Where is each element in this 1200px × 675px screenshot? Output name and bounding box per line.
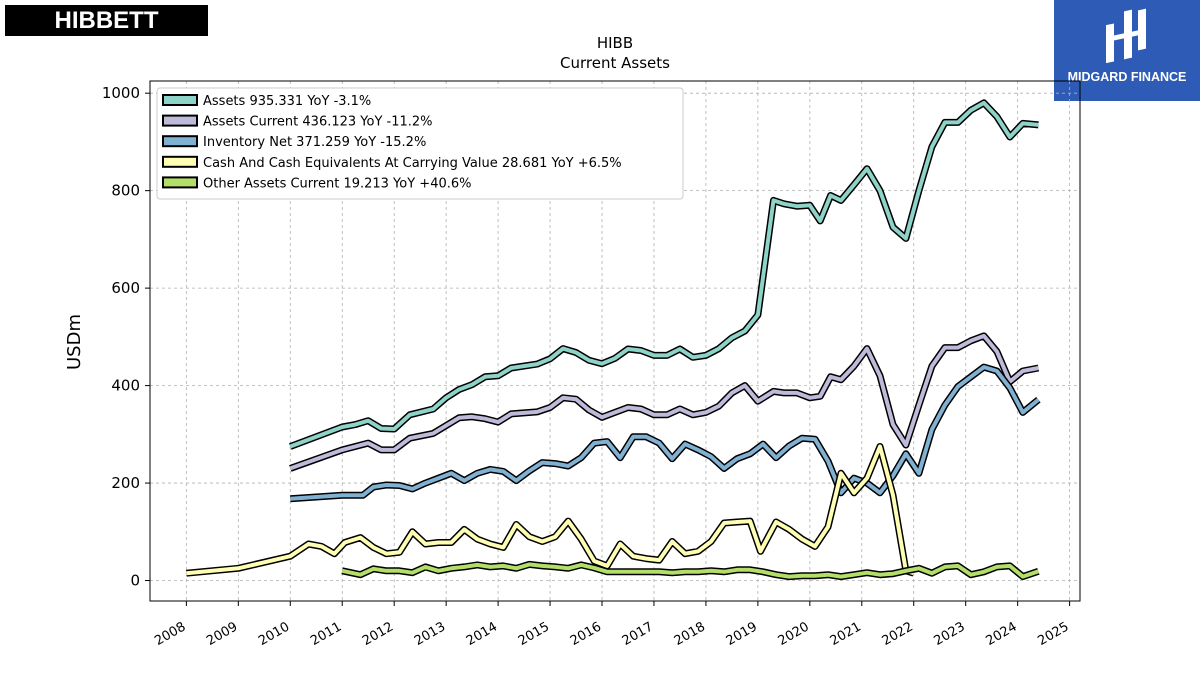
series-line <box>289 100 1039 449</box>
x-tick-label: 2012 <box>360 619 396 649</box>
chart-title: HIBB <box>597 34 633 52</box>
series-line <box>290 365 1040 501</box>
plot-frame <box>149 80 1081 602</box>
legend-swatch <box>162 94 198 106</box>
x-tick-label: 2016 <box>568 619 604 649</box>
midgard-monogram-icon <box>1106 8 1146 64</box>
x-tick-label: 2021 <box>828 619 864 649</box>
x-tick-label: 2014 <box>464 619 500 649</box>
y-tick-label: 1000 <box>102 84 140 102</box>
legend-swatch <box>162 135 198 148</box>
y-tick-label: 600 <box>111 279 140 297</box>
x-tick-label: 2010 <box>256 619 292 649</box>
x-tick-label: 2025 <box>1035 619 1071 649</box>
chart-subtitle: Current Assets <box>560 54 670 72</box>
legend-box <box>156 87 684 200</box>
series-line <box>341 562 1040 579</box>
series-line <box>289 333 1039 471</box>
x-tick-label: 2008 <box>152 619 188 649</box>
x-tick-label: 2023 <box>932 619 968 649</box>
legend-entry: Assets Current 436.123 YoY -11.2% <box>203 115 433 130</box>
hibbett-sports-logo: HIBBETT SPORTS® <box>5 5 208 65</box>
series-layer <box>186 99 1041 581</box>
series-line <box>186 444 915 576</box>
y-tick-label: 400 <box>111 377 140 395</box>
legend-entry: Assets 935.331 YoY -3.1% <box>203 94 371 109</box>
series-assets-current <box>289 332 1040 472</box>
series-cash-and-cash-equivalents-at-carrying-value <box>186 443 915 577</box>
x-tick-label: 2018 <box>672 619 708 649</box>
legend-swatch <box>162 114 198 127</box>
x-tick-label: 2020 <box>776 619 812 649</box>
legend-swatch <box>162 176 198 189</box>
legend-swatch <box>162 155 198 168</box>
x-tick-label: 2022 <box>880 619 916 649</box>
x-tick-label: 2015 <box>516 619 552 649</box>
midgard-finance-logo: MIDGARD FINANCE <box>1054 0 1200 101</box>
y-tick-label: 0 <box>130 572 140 590</box>
x-tick-label: 2009 <box>204 619 240 649</box>
midgard-wordmark: MIDGARD FINANCE <box>1067 70 1187 84</box>
hibbett-logo-text: HIBBETT SPORTS <box>53 7 159 65</box>
series-assets <box>289 99 1039 450</box>
legend: Assets 935.331 YoY -3.1% Assets Current 4… <box>156 87 684 200</box>
x-tick-label: 2019 <box>724 619 760 649</box>
y-tick-label: 800 <box>111 182 140 200</box>
x-tick-label: 2011 <box>308 619 344 649</box>
x-tick-label: 2013 <box>412 619 448 649</box>
series-inventory-net <box>290 363 1041 503</box>
legend-entry: Inventory Net 371.259 YoY -15.2% <box>203 135 426 150</box>
registered-mark: ® <box>152 37 160 48</box>
x-tick-label: 2024 <box>983 619 1019 649</box>
y-axis-label: USDm <box>64 314 85 370</box>
y-tick-label: 200 <box>111 474 140 492</box>
x-tick-label: 2017 <box>620 619 656 649</box>
legend-entry: Cash And Cash Equivalents At Carrying Va… <box>203 156 622 171</box>
series-other-assets-current <box>341 560 1040 581</box>
legend-entry: Other Assets Current 19.213 YoY +40.6% <box>203 176 472 191</box>
